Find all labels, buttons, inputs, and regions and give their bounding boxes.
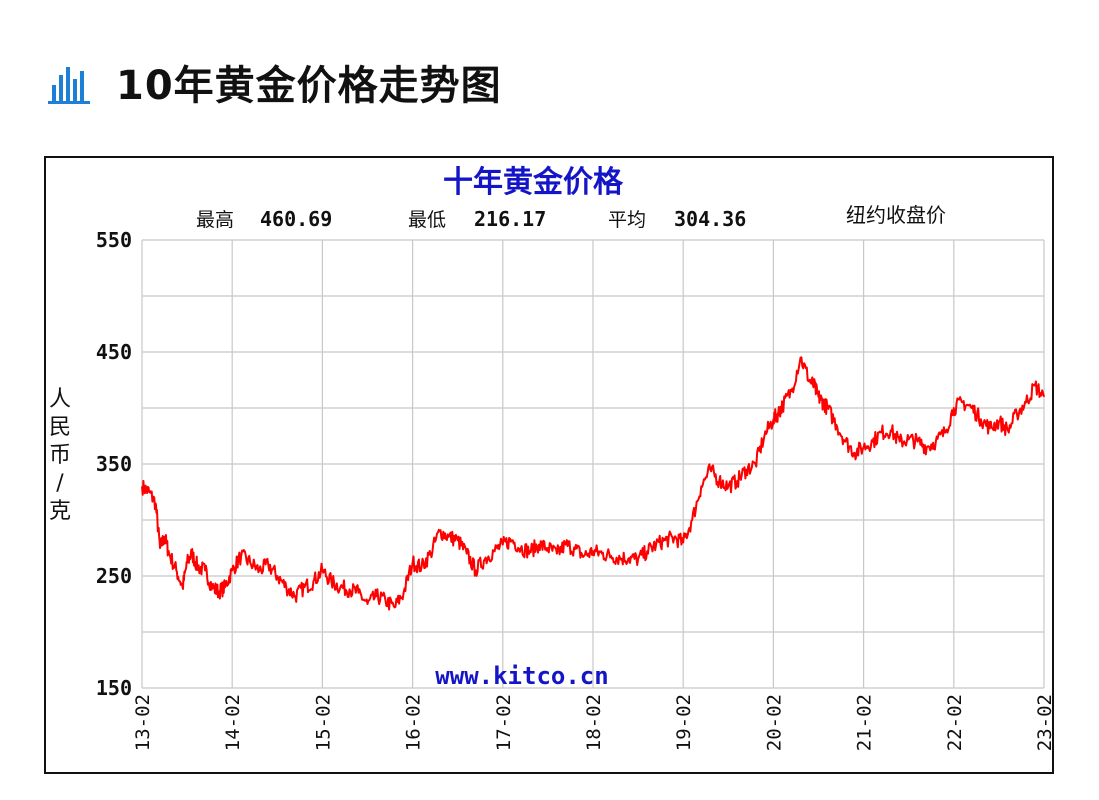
x-tick-label: 17-02 xyxy=(493,694,515,751)
y-axis-label: 人民币 / 克 xyxy=(49,387,71,524)
x-tick-label: 15-02 xyxy=(312,694,334,751)
x-tick-label: 16-02 xyxy=(403,694,425,751)
max-label: 最高 xyxy=(196,209,234,231)
avg-label: 平均 xyxy=(608,209,646,231)
gold-price-chart: 十年黄金价格 最高 460.69 最低 216.17 平均 304.36 纽约收… xyxy=(49,165,1056,751)
y-axis-label-char: 民 xyxy=(49,415,71,440)
x-axis-ticks: 13-02 14-02 15-02 16-02 17-02 18-02 19-02 20-02… xyxy=(132,694,1056,751)
avg-value: 304.36 xyxy=(674,207,746,231)
min-value: 216.17 xyxy=(474,207,546,231)
y-tick-label: 250 xyxy=(96,564,132,588)
y-axis-label-char: / xyxy=(56,471,64,496)
price-type-label: 纽约收盘价 xyxy=(846,203,946,227)
y-axis-label-char: 人 xyxy=(49,387,71,412)
y-axis-label-char: 币 xyxy=(49,443,71,468)
grid-lines xyxy=(141,239,1045,689)
x-tick-label: 14-02 xyxy=(222,694,244,751)
y-axis-ticks: 150 250 350 450 550 xyxy=(96,228,132,700)
y-tick-label: 150 xyxy=(96,676,132,700)
x-tick-label: 23-02 xyxy=(1034,694,1052,751)
x-tick-label: 13-02 xyxy=(132,694,154,751)
x-tick-label: 18-02 xyxy=(583,694,605,751)
x-tick-label: 20-02 xyxy=(763,694,785,751)
y-tick-label: 450 xyxy=(96,340,132,364)
watermark: www.kitco.cn xyxy=(435,662,608,690)
y-tick-label: 550 xyxy=(96,228,132,252)
y-axis-label-char: 克 xyxy=(49,499,71,524)
series-line-gold-price xyxy=(141,356,1045,611)
x-tick-label: 19-02 xyxy=(673,694,695,751)
page-title: 10年黄金价格走势图 xyxy=(116,63,502,109)
chart-title: 十年黄金价格 xyxy=(443,165,624,200)
max-value: 460.69 xyxy=(260,207,332,231)
y-tick-label: 350 xyxy=(96,452,132,476)
chart-frame: 十年黄金价格 最高 460.69 最低 216.17 平均 304.36 纽约收… xyxy=(44,156,1056,774)
x-tick-label: 21-02 xyxy=(854,694,876,751)
x-tick-label: 22-02 xyxy=(944,694,966,751)
min-label: 最低 xyxy=(408,209,446,231)
page-header: 10年黄金价格走势图 xyxy=(46,52,502,112)
bar-chart-icon xyxy=(48,67,90,104)
